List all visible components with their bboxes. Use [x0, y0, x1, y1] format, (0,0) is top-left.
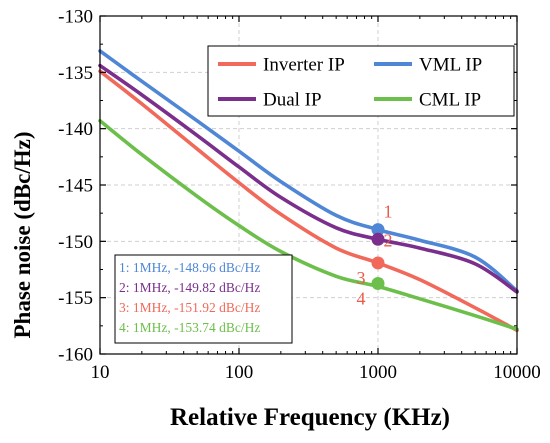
annotation-line-1: 1: 1MHz, -148.96 dBc/Hz [119, 260, 260, 275]
marker-point-2 [371, 232, 385, 246]
y-tick-label: -150 [58, 232, 93, 253]
legend-label-cml-ip: CML IP [419, 90, 481, 111]
marker-point-3 [371, 256, 385, 270]
x-tick-label: 100 [225, 362, 254, 383]
y-tick-label: -130 [58, 7, 93, 28]
y-tick-label: -140 [58, 119, 93, 140]
legend-box [207, 45, 515, 117]
x-tick-label: 10000 [493, 362, 541, 383]
x-tick-label: 10 [91, 362, 110, 383]
marker-label-1: 1 [384, 202, 393, 222]
legend-label-dual-ip: Dual IP [263, 90, 322, 111]
series-line-vml-ip [98, 49, 519, 293]
y-axis-label: Phase noise (dBc/Hz) [10, 132, 35, 339]
legend: Inverter IP VML IP Dual IP CML IP [207, 45, 515, 117]
annotation-line-2: 2: 1MHz, -149.82 dBc/Hz [119, 280, 260, 295]
marker-label-2: 2 [384, 230, 393, 250]
y-tick-label: -160 [58, 345, 93, 366]
y-tick-label: -135 [58, 63, 93, 84]
annotation-box: 1: 1MHz, -148.96 dBc/Hz 2: 1MHz, -149.82 … [114, 254, 293, 344]
annotation-line-3: 3: 1MHz, -151.92 dBc/Hz [119, 300, 260, 315]
legend-label-inverter-ip: Inverter IP [263, 55, 345, 76]
axes-layer: -160 -155 -150 -145 -140 -135 -130 10 100 1000 100… [58, 7, 541, 384]
y-tick-label: -145 [58, 176, 93, 197]
y-tick-label: -155 [58, 288, 93, 309]
marker-point-4 [371, 276, 385, 290]
legend-label-vml-ip: VML IP [419, 55, 482, 76]
annotation-frame [114, 254, 293, 344]
x-axis-label: Relative Frequency (KHz) [170, 404, 450, 431]
series-layer [98, 49, 519, 333]
marker-label-3: 3 [357, 268, 366, 288]
series-line-cml-ip [98, 118, 519, 332]
series-line-dual-ip [98, 63, 519, 294]
marker-label-4: 4 [357, 288, 366, 308]
x-tick-label: 1000 [359, 362, 397, 383]
marker-point-1 [371, 223, 385, 237]
annotation-line-4: 4: 1MHz, -153.74 dBc/Hz [119, 320, 260, 335]
series-line-inverter-ip [98, 69, 519, 333]
marker-layer: 1 234 [357, 202, 393, 309]
